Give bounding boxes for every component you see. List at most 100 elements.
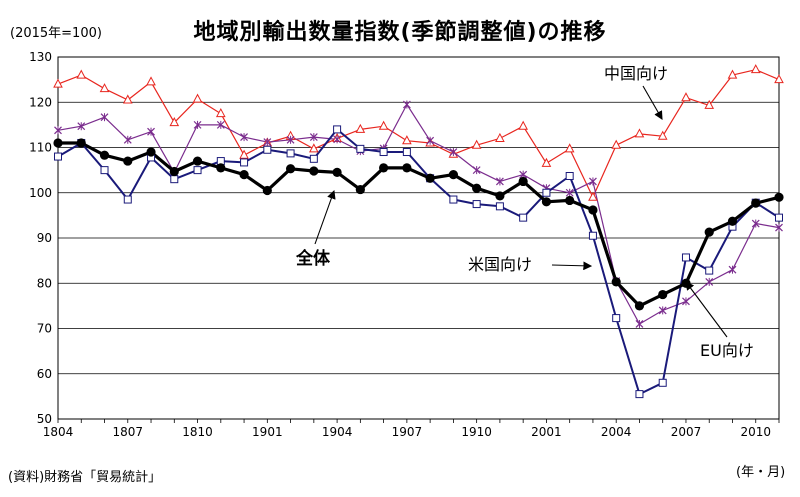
x-tick-label-2004: 2004 [601,425,632,439]
data-point-us [170,175,179,184]
data-point-china [657,130,668,140]
data-point-eu [682,297,690,306]
data-point-eu [54,126,62,135]
x-tick-label-1810: 1810 [182,425,213,439]
data-point-eu [123,135,132,144]
axis-layer: 50 60 70 80 90 100 110 120 130 1804 1807 1810 1901 19… [29,50,780,439]
data-point-china [99,83,110,93]
data-point-total [216,163,226,173]
data-point-china [564,143,575,153]
y-tick-label-130: 130 [29,50,52,64]
data-point-china [215,108,226,118]
data-point-total [495,191,505,201]
data-point-total [425,173,435,183]
grid-layer [58,56,779,420]
page-title: 地域別輸出数量指数(季節調整値)の推移 [193,20,607,45]
y-axis-unit: (2015年=100) [10,26,102,41]
data-point-china [192,93,203,103]
data-point-china [309,143,319,153]
data-point-total [658,289,668,300]
data-point-us [263,145,272,154]
data-point-china [541,157,552,167]
y-tick-label-60: 60 [37,367,52,381]
data-point-china [588,191,598,201]
data-point-china [727,69,738,79]
series-layer [57,69,780,396]
data-point-total [727,216,738,226]
data-point-total [704,227,714,237]
data-point-eu [658,306,667,315]
data-point-eu [333,135,342,144]
data-point-total [402,163,412,173]
y-tick-label-110: 110 [29,141,52,155]
data-point-total [448,170,458,180]
plot-frame [57,56,780,420]
data-point-us [356,144,365,153]
y-tick-label-80: 80 [37,276,52,290]
data-point-eu [193,120,202,129]
series-line-us [57,128,780,396]
data-point-us [333,125,342,134]
data-point-eu [635,319,644,328]
data-point-total [239,170,249,180]
data-point-eu [240,133,248,142]
data-point-us [519,213,528,222]
source-note: (資料)財務省「貿易統計」 [8,470,162,485]
annotation-china: 中国向け [604,64,668,83]
data-point-total [285,164,296,174]
data-point-us [240,158,249,167]
data-point-us [565,172,574,181]
x-axis-unit: (年・月) [736,465,786,480]
data-point-total [472,183,482,193]
data-point-china [681,92,691,102]
y-tick-label-120: 120 [29,95,52,109]
data-point-us [193,166,202,175]
data-point-total [262,185,272,196]
series-line-total [58,141,780,308]
annotation-eu-arrow [685,281,728,338]
data-point-total [53,138,63,148]
marker-layer [53,64,784,399]
data-point-china [169,117,180,127]
x-tick-label-2007: 2007 [671,425,702,439]
data-point-total [611,277,621,287]
data-point-us [449,195,458,204]
data-point-china [402,135,412,145]
annotation-china-arrow [642,85,663,120]
data-point-total [379,163,389,173]
data-point-us [123,195,132,204]
x-tick-label-1807: 1807 [113,425,144,439]
data-point-eu [309,133,318,142]
data-point-us [705,266,714,275]
data-point-total [751,198,761,208]
data-point-china [774,74,784,84]
data-point-us [286,149,295,158]
annotation-us: 米国向け [468,255,532,274]
data-point-eu [728,265,737,274]
data-point-us [309,154,318,163]
data-point-eu [472,166,481,175]
data-point-china [634,128,645,138]
data-point-total [192,156,203,166]
data-point-china [704,99,715,109]
data-point-total [76,138,86,148]
x-tick-label-1901: 1901 [252,425,283,439]
data-point-total [774,192,784,202]
data-point-china [53,78,63,88]
data-point-total [518,176,528,187]
data-point-china [611,139,622,149]
x-tick-label-1904: 1904 [322,425,353,439]
data-point-total [565,195,575,206]
x-tick-label-1910: 1910 [461,425,492,439]
annotation-us-arrow [551,261,593,271]
data-point-us [100,166,109,175]
data-point-eu [100,113,109,122]
data-point-eu [286,135,295,144]
data-point-eu [775,223,783,232]
y-tick-label-50: 50 [37,412,52,426]
data-point-us [495,202,504,211]
data-point-us [379,148,388,157]
data-point-china [146,76,156,86]
data-point-us [402,148,411,157]
